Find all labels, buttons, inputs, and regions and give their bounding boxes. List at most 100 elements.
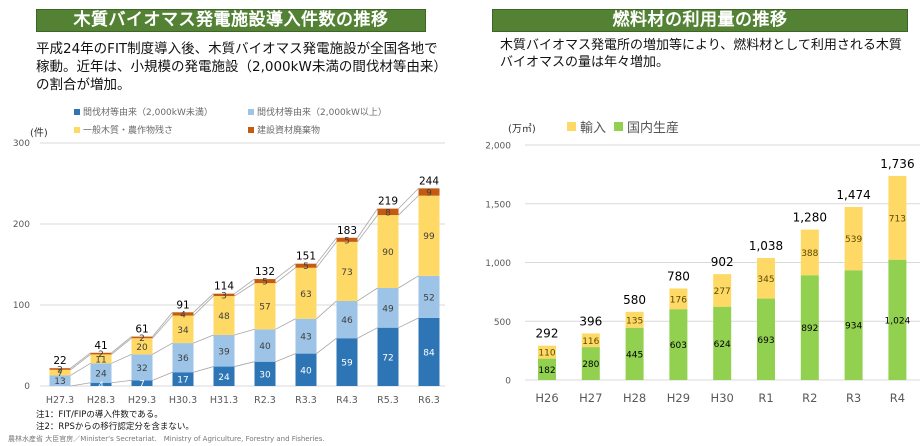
x-tick-label: H30.3 bbox=[169, 395, 197, 406]
footer-credit: 農林水産省 大臣官房／Minister's Secretariat. Minis… bbox=[8, 435, 325, 443]
bar-segment bbox=[800, 275, 819, 380]
bar-segment bbox=[295, 353, 317, 386]
y-tick-label: 1,500 bbox=[485, 200, 511, 210]
data-label: 57 bbox=[259, 303, 270, 313]
data-label: 9 bbox=[426, 189, 432, 199]
data-label: 59 bbox=[341, 359, 353, 369]
series-line bbox=[357, 327, 378, 339]
data-label: 4 bbox=[180, 310, 186, 320]
data-label: 24 bbox=[218, 373, 230, 383]
bar-segment bbox=[131, 336, 153, 339]
data-label: 539 bbox=[845, 235, 862, 245]
bar-segment bbox=[254, 283, 276, 330]
data-label: 182 bbox=[538, 366, 555, 376]
bar-segment bbox=[800, 229, 819, 276]
series-line bbox=[152, 312, 173, 337]
bar-segment bbox=[49, 368, 71, 370]
series-line bbox=[234, 278, 255, 294]
bar-segment bbox=[669, 288, 688, 310]
legend-label: 間伐材等由来（2,000kW以上） bbox=[257, 108, 387, 118]
data-label: 73 bbox=[341, 268, 352, 278]
data-label: 49 bbox=[382, 304, 394, 314]
x-tick-label: R2 bbox=[802, 391, 817, 405]
bar-segment bbox=[713, 306, 732, 380]
right-description: 木質バイオマス発電所の増加等により、燃料材として利用される木質バイオマスの量は年… bbox=[500, 38, 902, 70]
data-label: 24 bbox=[95, 370, 107, 380]
y-tick-label: 0 bbox=[24, 382, 30, 392]
bar-segment bbox=[844, 270, 863, 380]
bar-segment bbox=[172, 372, 194, 386]
legend-swatch bbox=[567, 122, 576, 131]
data-label: 36 bbox=[177, 354, 189, 364]
data-label: 30 bbox=[259, 370, 271, 380]
bar-segment bbox=[49, 369, 71, 376]
data-label: 20 bbox=[136, 343, 148, 353]
data-label: 713 bbox=[889, 214, 906, 224]
bar-segment bbox=[888, 175, 907, 260]
bar-segment bbox=[757, 298, 775, 380]
series-line bbox=[111, 379, 132, 384]
note-2: 注2：RPSからの移行認定分を含まない。 bbox=[36, 422, 194, 432]
series-line bbox=[193, 366, 214, 373]
x-tick-label: R2.3 bbox=[254, 395, 276, 406]
series-line bbox=[234, 328, 255, 336]
total-label: 22 bbox=[53, 355, 66, 367]
data-label: 3 bbox=[221, 291, 227, 301]
data-label: 32 bbox=[136, 364, 147, 374]
total-label: 580 bbox=[623, 293, 646, 307]
bar-segment bbox=[418, 317, 440, 386]
series-line bbox=[70, 352, 91, 369]
bar-segment bbox=[172, 312, 194, 316]
bar-segment bbox=[90, 363, 112, 383]
data-label: 5 bbox=[344, 236, 350, 246]
series-line bbox=[398, 275, 419, 289]
bar-segment bbox=[131, 354, 153, 381]
x-tick-label: R5.3 bbox=[377, 395, 399, 406]
bar-segment bbox=[213, 296, 235, 335]
bar-segment bbox=[538, 345, 556, 359]
legend-swatch bbox=[248, 108, 254, 115]
legend-item-series-1: 間伐材等由来（2,000kW以上） bbox=[248, 105, 387, 118]
series-line bbox=[111, 354, 132, 364]
series-line bbox=[398, 317, 419, 329]
bar-segment bbox=[377, 208, 399, 216]
bar-segment bbox=[295, 267, 317, 319]
data-label: 17 bbox=[177, 376, 188, 386]
series-line bbox=[193, 295, 214, 316]
total-label: 219 bbox=[378, 196, 398, 208]
data-label: 90 bbox=[382, 248, 394, 258]
x-tick-label: H28 bbox=[623, 391, 646, 405]
bar-segment bbox=[90, 354, 112, 364]
right-chart-title: 燃料材の利用量の推移 bbox=[492, 9, 908, 32]
legend-label: 一般木質・農作物残さ bbox=[83, 126, 174, 136]
left-description: 平成24年のFIT制度導入後、木質バイオマス発電施設が全国各地で稼動。近年は、小… bbox=[36, 41, 441, 93]
data-label: 277 bbox=[714, 287, 731, 297]
series-line bbox=[152, 315, 173, 339]
total-label: 902 bbox=[711, 255, 734, 269]
x-tick-label: H27 bbox=[579, 391, 602, 405]
series-line bbox=[193, 334, 214, 344]
bar-segment bbox=[336, 338, 358, 386]
y-tick-label: 0 bbox=[505, 377, 511, 387]
bar-segment bbox=[336, 237, 358, 242]
data-label: 624 bbox=[714, 340, 731, 350]
total-label: 1,474 bbox=[836, 188, 870, 202]
data-label: 52 bbox=[423, 293, 434, 303]
data-label: 13 bbox=[54, 377, 65, 387]
x-tick-label: R3.3 bbox=[295, 395, 317, 406]
bar-segment bbox=[625, 311, 644, 328]
data-label: 388 bbox=[801, 249, 818, 259]
bar-segment bbox=[377, 327, 399, 386]
series-line bbox=[234, 282, 255, 297]
left-chart-title: 木質バイオマス発電施設導入件数の推移 bbox=[36, 9, 426, 32]
total-label: 396 bbox=[579, 314, 602, 328]
bar-segment bbox=[131, 338, 153, 355]
total-label: 1,280 bbox=[793, 211, 827, 225]
bar-segment bbox=[418, 195, 440, 276]
left-unit-label: (件) bbox=[30, 128, 48, 139]
data-label: 934 bbox=[845, 322, 862, 332]
total-label: 1,736 bbox=[880, 157, 914, 171]
legend-item-series-0: 間伐材等由来（2,000kW未満） bbox=[74, 105, 213, 118]
series-line bbox=[357, 208, 378, 238]
bar-segment bbox=[418, 188, 440, 196]
